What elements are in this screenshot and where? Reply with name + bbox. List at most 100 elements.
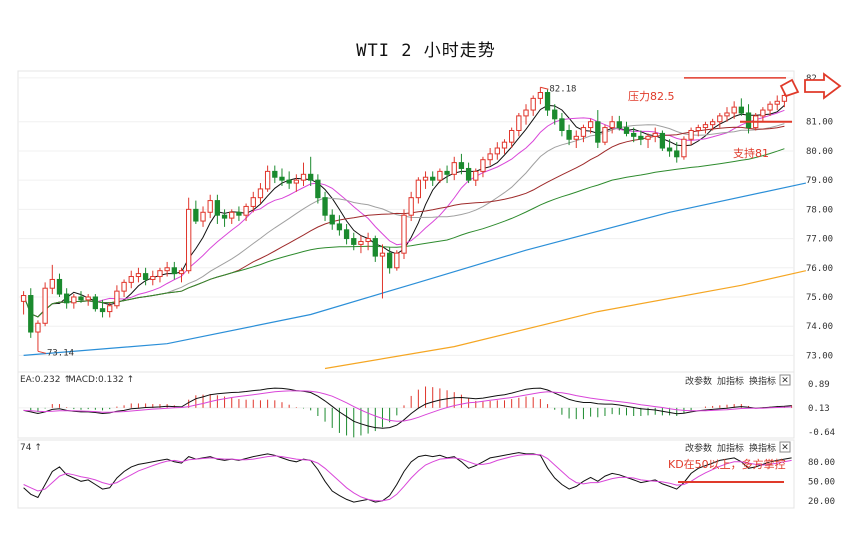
macd-dif-line [23,387,792,429]
support-label: 支持81 [733,146,769,160]
candle-body [681,138,687,158]
candle [229,209,235,224]
macd-tick-label: 0.13 [808,404,830,414]
candle-body [20,295,27,302]
candle-body [595,121,601,143]
kdj-panel-modify-params-button[interactable]: 改参数 [685,442,712,454]
kdj-panel-switch-indicator-button[interactable]: 换指标 [749,442,776,454]
candle-body [250,197,256,207]
candle [20,291,27,315]
ma-line-ma-orange [324,270,807,370]
candle-body [336,223,343,231]
candle-body [343,229,350,240]
candle [501,139,508,154]
candle [437,168,443,184]
candle [200,206,206,227]
candle [681,136,687,160]
candle [573,130,579,149]
candle [150,270,156,286]
candle [164,261,170,277]
kdj-panel-frame [17,439,795,509]
candle [358,235,364,254]
candle [702,121,709,134]
candle-body [674,150,680,158]
candle-body [279,176,285,181]
candle [465,162,472,184]
candle-body [544,92,551,111]
candle-body [286,179,292,184]
candle-body [523,109,529,117]
candle [559,112,565,137]
macd-panel-switch-indicator-button[interactable]: 换指标 [749,375,776,387]
candle-body [121,281,127,292]
candle-body [451,162,457,175]
price-tick-label: 82. [806,74,822,84]
high-marker-line [540,86,549,90]
candle [42,282,48,327]
candle [666,139,673,157]
candle [207,194,213,219]
candle [587,118,594,134]
candle [142,267,149,286]
candle [566,124,572,146]
macd-panel-close-icon[interactable]: ✕ [781,376,789,386]
candle [645,133,651,149]
candle [494,142,500,160]
candle [286,171,292,189]
candle [724,107,730,122]
resistance-label: 压力82.5 [628,90,675,103]
candle-body [566,129,572,140]
candle [530,95,536,116]
candle [221,209,228,227]
kdj-tick-label: 20.00 [808,497,835,507]
candle [552,104,558,125]
candle [430,171,436,186]
candle [351,232,357,251]
candle [523,104,529,125]
candle-body [315,179,321,199]
candle [214,194,221,224]
candle [186,197,192,274]
kdj-panel-close-icon[interactable]: ✕ [781,443,789,453]
macd-tick-label: -0.64 [808,428,835,438]
price-tick-label: 76.00 [806,264,833,274]
candle-body [430,176,436,181]
candle-body [394,252,400,269]
candle [308,156,314,186]
candle [516,112,522,137]
candle [537,87,544,105]
candle-body [717,115,723,123]
candle-body [229,211,235,219]
candle-body [458,162,465,169]
candle [114,285,120,309]
kdj-panel-close-box[interactable] [779,441,791,453]
candle-body [28,295,34,333]
candle-body [738,106,744,114]
candle [394,250,400,271]
candle [709,118,716,131]
kdj-tick-label: 80.00 [808,458,835,468]
candle [695,124,701,137]
macd-panel-close-box[interactable] [779,374,791,386]
candle [745,104,752,134]
candle-body [92,296,99,310]
candle-body [509,129,515,143]
candle [272,165,278,184]
candle [78,291,84,303]
candle-body [537,92,544,99]
candle [250,191,256,213]
macd-panel-modify-params-button[interactable]: 改参数 [685,375,712,387]
candle [767,101,773,116]
kd-note-label: KD在50以上，多方掌控 [668,457,786,471]
macd-panel-add-indicator-button[interactable]: 加指标 [717,375,744,387]
candle-body [71,296,77,304]
candle [264,165,271,192]
candle-body [85,296,91,301]
candle-body [49,278,55,289]
ma-line-ma-blue [23,182,807,356]
candle [609,115,615,134]
macd-tick-label: 0.89 [808,380,830,390]
candle [444,165,450,184]
kdj-panel-add-indicator-button[interactable]: 加指标 [717,442,744,454]
